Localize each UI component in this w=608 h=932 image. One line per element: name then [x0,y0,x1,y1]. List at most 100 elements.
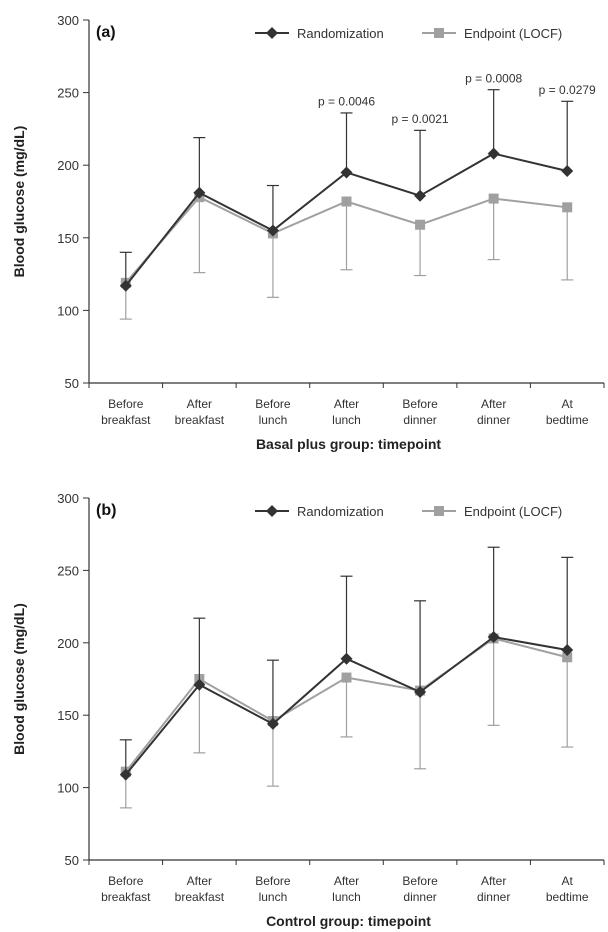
y-tick-label: 250 [57,86,79,101]
x-tick-label-line: breakfast [101,413,151,427]
x-tick-label-line: After [481,397,506,411]
data-point [193,678,206,691]
y-tick-label: 250 [57,563,79,578]
data-point [487,147,500,160]
p-value-annotation: p = 0.0021 [392,112,449,126]
x-axis-label: Control group: timepoint [266,913,431,929]
x-tick-label-line: At [562,397,574,411]
p-value-annotation: p = 0.0046 [318,95,375,109]
chart-panel-1: 50 100 150 200 250 300 Before breakfast After bre… [11,13,605,452]
x-tick-label: Before breakfast [101,874,151,904]
x-tick-label-line: breakfast [175,890,225,904]
x-tick-label: Before lunch [255,874,291,904]
x-tick-label: Before breakfast [101,397,151,427]
x-tick-label-line: Before [402,397,438,411]
x-tick-label-line: Before [255,874,291,888]
legend-marker [266,27,278,39]
x-tick-label-line: breakfast [175,413,225,427]
x-tick-label: After lunch [332,874,361,904]
x-tick-label-line: lunch [259,890,288,904]
legend-marker [266,505,278,517]
y-tick-label: 150 [57,231,79,246]
data-point [561,165,574,178]
x-tick-label-line: breakfast [101,890,151,904]
chart-panel-2: 50 100 150 200 250 300 Before breakfast After bre… [11,491,605,929]
data-point [193,186,206,199]
x-tick-label-line: lunch [259,413,288,427]
data-point [562,202,573,213]
data-point [341,672,352,683]
data-point [415,219,426,230]
y-tick-label: 100 [57,303,79,318]
x-tick-label: After dinner [477,397,510,427]
data-point [340,652,353,665]
x-tick-label: After breakfast [175,874,225,904]
y-tick-label: 50 [65,376,79,391]
y-tick-label: 300 [57,13,79,28]
legend-label: Randomization [297,504,384,519]
legend-label: Randomization [297,26,384,41]
x-tick-label-line: Before [255,397,291,411]
legend-marker [434,28,444,38]
legend-label: Endpoint (LOCF) [464,26,562,41]
x-tick-label-line: After [187,397,212,411]
x-tick-label: After lunch [332,397,361,427]
x-tick-label-line: Before [108,397,144,411]
x-tick-label: At bedtime [546,874,589,904]
panel-label: (a) [96,24,116,41]
data-point [487,631,500,644]
y-tick-label: 150 [57,708,79,723]
x-tick-label: Before dinner [402,874,438,904]
x-axis-label: Basal plus group: timepoint [256,436,441,452]
x-tick-label-line: At [562,874,574,888]
x-tick-label-line: bedtime [546,413,589,427]
x-tick-label-line: Before [108,874,144,888]
data-point [119,279,132,292]
legend-label: Endpoint (LOCF) [464,504,562,519]
data-point [266,717,279,730]
y-tick-label: 300 [57,491,79,506]
data-point [414,686,427,699]
y-tick-label: 50 [65,853,79,868]
panel-label: (b) [96,502,116,519]
x-tick-label-line: After [334,874,359,888]
x-tick-label: After breakfast [175,397,225,427]
x-tick-label: After dinner [477,874,510,904]
x-tick-label-line: dinner [403,413,436,427]
y-axis-label: Blood glucose (mg/dL) [11,126,27,278]
x-tick-label-line: dinner [477,890,510,904]
x-tick-label-line: dinner [477,413,510,427]
y-tick-label: 100 [57,781,79,796]
x-tick-label-line: lunch [332,413,361,427]
data-point [340,166,353,179]
data-point [119,768,132,781]
x-tick-label-line: dinner [403,890,436,904]
x-tick-label-line: After [187,874,212,888]
x-tick-label-line: Before [402,874,438,888]
x-tick-label-line: bedtime [546,890,589,904]
y-axis-label: Blood glucose (mg/dL) [11,603,27,755]
y-tick-label: 200 [57,636,79,651]
data-point [341,196,352,207]
data-point [561,644,574,657]
data-point [562,652,573,663]
x-tick-label-line: lunch [332,890,361,904]
data-point [488,193,499,204]
p-value-annotation: p = 0.0008 [465,71,522,85]
x-tick-label: At bedtime [546,397,589,427]
data-point [414,189,427,202]
x-tick-label: Before lunch [255,397,291,427]
series-endpoint-locf [119,192,574,320]
legend: Randomization Endpoint (LOCF) [255,26,562,41]
x-tick-label-line: After [334,397,359,411]
p-value-annotation: p = 0.0279 [539,83,596,97]
x-tick-label-line: After [481,874,506,888]
x-tick-label: Before dinner [402,397,438,427]
legend-marker [434,506,444,516]
series-randomization [119,546,574,781]
legend: Randomization Endpoint (LOCF) [255,504,562,519]
series-randomization [119,89,574,292]
y-tick-label: 200 [57,158,79,173]
data-point [266,224,279,237]
